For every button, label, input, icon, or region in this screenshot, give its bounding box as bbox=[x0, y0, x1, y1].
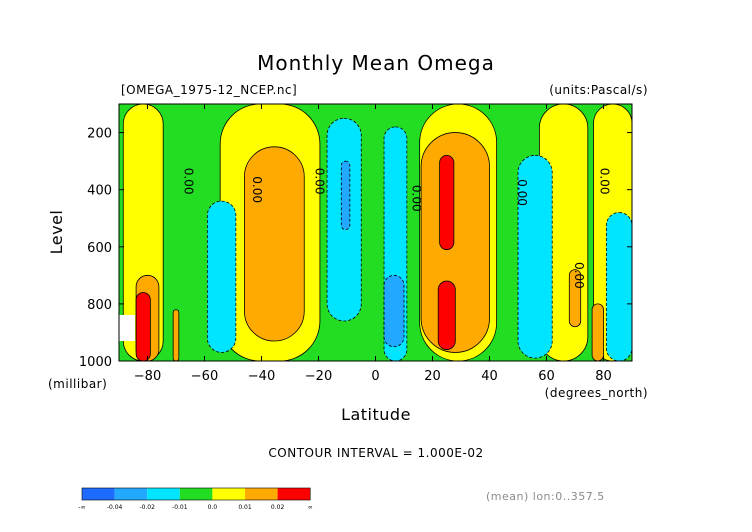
zero-contour-label-6: 0.00 bbox=[598, 168, 612, 195]
missing-data-patch bbox=[119, 315, 135, 341]
contour-band-orange-7 bbox=[243, 146, 305, 342]
contour-interval-note: CONTOUR INTERVAL = 1.000E-02 bbox=[268, 446, 483, 460]
zero-contour-label-4: 0.00 bbox=[515, 179, 529, 206]
contour-band-blue-19 bbox=[340, 160, 351, 231]
colorbar-swatch-0 bbox=[82, 488, 115, 500]
x-tick-label: −80 bbox=[134, 369, 161, 384]
chart-title: Monthly Mean Omega bbox=[257, 51, 495, 75]
y-axis-label: Level bbox=[47, 210, 66, 255]
x-tick-label: −60 bbox=[191, 369, 218, 384]
plot-area: 0.00 0.00 0.00 0.00 0.00 0.00 0.00 bbox=[118, 103, 633, 362]
y-tick-label: 400 bbox=[87, 184, 112, 199]
colorbar-swatch-5 bbox=[245, 488, 278, 500]
source-file-label: [OMEGA_1975-12_NCEP.nc] bbox=[121, 83, 297, 97]
x-axis-label: Latitude bbox=[341, 405, 411, 424]
y-axis-units: (millibar) bbox=[48, 377, 107, 391]
colorbar-level-label: -0.04 bbox=[107, 504, 123, 511]
contour-band-blue-20 bbox=[383, 274, 405, 348]
units-label: (units:Pascal/s) bbox=[549, 83, 648, 97]
y-tick-label: 800 bbox=[87, 298, 112, 313]
zero-contour-label-5: 0.00 bbox=[572, 262, 586, 289]
colorbar-swatch-6 bbox=[277, 488, 311, 500]
colorbar-level-label: -0.02 bbox=[139, 504, 155, 511]
y-axis-ticks: 200 400 600 800 1000 bbox=[79, 127, 632, 370]
zero-contour-label-0: 0.00 bbox=[182, 168, 196, 195]
x-tick-label: 40 bbox=[481, 369, 498, 384]
contour-band-orange-6 bbox=[172, 309, 180, 361]
colorbar-swatch-1 bbox=[114, 488, 148, 500]
contour-band-red-11 bbox=[135, 292, 151, 361]
x-tick-label: 60 bbox=[538, 369, 555, 384]
x-tick-label: −40 bbox=[248, 369, 275, 384]
colorbar-swatch-4 bbox=[212, 488, 245, 500]
footer-mean-label: (mean) lon:0..357.5 bbox=[486, 490, 605, 503]
y-tick-label: 1000 bbox=[79, 355, 112, 370]
zero-contour-label-3: 0.00 bbox=[410, 185, 424, 212]
zero-contour-labels: 0.00 0.00 0.00 0.00 0.00 0.00 0.00 bbox=[182, 168, 612, 289]
contour-band-cyan-17 bbox=[517, 154, 553, 359]
zero-contour-label-2: 0.00 bbox=[313, 168, 327, 195]
x-tick-label: 0 bbox=[371, 369, 379, 384]
colorbar-level-label: ∞ bbox=[308, 504, 313, 511]
colorbar: -∞ -0.04 -0.02 -0.01 0.0 0.01 0.02 ∞ bbox=[78, 487, 313, 511]
x-axis-units: (degrees_north) bbox=[545, 386, 648, 400]
colorbar-level-label: 0.02 bbox=[271, 504, 285, 511]
contour-bands bbox=[122, 104, 632, 361]
contour-band-red-13 bbox=[437, 280, 456, 350]
contour-band-red-12 bbox=[439, 154, 455, 251]
colorbar-level-label: 0.01 bbox=[238, 504, 252, 511]
y-tick-label: 200 bbox=[87, 127, 112, 142]
contour-band-cyan-14 bbox=[206, 200, 237, 353]
colorbar-frame bbox=[81, 487, 311, 501]
contour-band-cyan-18 bbox=[605, 212, 632, 361]
zero-contour-label-1: 0.00 bbox=[250, 176, 264, 203]
contour-band-orange-10 bbox=[591, 303, 604, 361]
contour-band-orange-9 bbox=[568, 269, 582, 328]
x-tick-label: 80 bbox=[595, 369, 612, 384]
colorbar-swatch-3 bbox=[179, 488, 213, 500]
x-tick-label: 20 bbox=[424, 369, 441, 384]
y-tick-label: 600 bbox=[87, 241, 112, 256]
colorbar-level-label: -0.01 bbox=[172, 504, 188, 511]
colorbar-swatch-2 bbox=[147, 488, 180, 500]
colorbar-level-label: -∞ bbox=[78, 504, 85, 511]
colorbar-level-label: 0.0 bbox=[208, 504, 218, 511]
x-axis-ticks: −80 −60 −40 −20 0 20 40 60 80 bbox=[134, 104, 612, 384]
x-tick-label: −20 bbox=[305, 369, 332, 384]
